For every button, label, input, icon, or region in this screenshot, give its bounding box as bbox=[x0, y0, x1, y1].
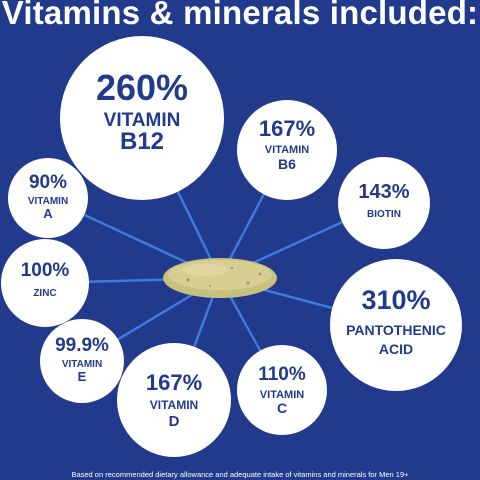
percent-label: 167% bbox=[146, 370, 202, 395]
nutrient-name-line: VITAMIN bbox=[104, 110, 181, 131]
percent-label: 99.9% bbox=[55, 335, 109, 356]
nutrient-name-line: VITAMIN bbox=[62, 359, 102, 370]
nutrient-name-line: BIOTIN bbox=[367, 209, 401, 220]
percent-label: 260% bbox=[96, 67, 188, 108]
percent-label: 100% bbox=[21, 260, 70, 281]
nutrient-name-line: ACID bbox=[379, 341, 413, 357]
nutrient-name-line: PANTOTHENIC bbox=[346, 322, 446, 338]
bubble-circle bbox=[237, 100, 337, 200]
bubble-circle bbox=[338, 157, 430, 249]
nutrient-name-line: B12 bbox=[120, 128, 164, 155]
nutrient-name-line: A bbox=[43, 206, 53, 221]
bubble-biotin: 143% BIOTIN bbox=[338, 157, 430, 249]
nutrient-name-line: B6 bbox=[278, 156, 296, 172]
nutrient-name-line: VITAMIN bbox=[260, 389, 304, 401]
bubble-circle bbox=[330, 259, 462, 391]
bubble-circle bbox=[8, 158, 88, 238]
percent-label: 167% bbox=[259, 116, 315, 141]
bubble-circle bbox=[237, 345, 327, 435]
nutrient-name-line: VITAMIN bbox=[28, 196, 68, 207]
percent-label: 110% bbox=[258, 364, 306, 385]
percent-label: 143% bbox=[358, 181, 409, 203]
nutrient-name-line: C bbox=[277, 400, 287, 416]
percent-label: 310% bbox=[361, 285, 430, 315]
bubble-circle bbox=[1, 239, 89, 327]
nutrient-name-line: E bbox=[78, 369, 87, 384]
bubble-pantothenic-acid: 310% PANTOTHENIC ACID bbox=[330, 259, 462, 391]
nutrient-name-line: D bbox=[169, 413, 180, 430]
footnote: Based on recommended dietary allowance a… bbox=[71, 470, 409, 479]
bubble-circle bbox=[40, 319, 124, 403]
page-title: Vitamins & minerals included: bbox=[1, 0, 479, 31]
percent-label: 90% bbox=[29, 172, 67, 193]
nutrient-name-line: VITAMIN bbox=[265, 144, 309, 156]
bubble-zinc: 100% ZINC bbox=[1, 239, 89, 327]
bubble-circle bbox=[60, 36, 224, 200]
bubble-circle bbox=[117, 343, 231, 457]
multivitamin-tablet-image bbox=[163, 258, 277, 298]
nutrient-name-line: VITAMIN bbox=[150, 398, 198, 412]
nutrient-name-line: ZINC bbox=[33, 288, 56, 299]
